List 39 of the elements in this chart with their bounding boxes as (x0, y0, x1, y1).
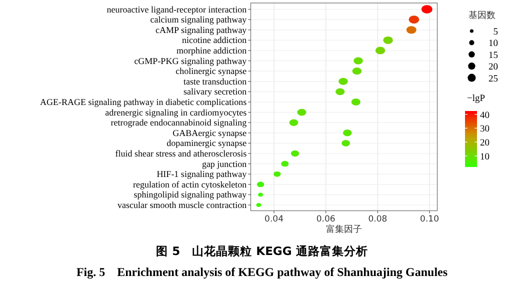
x-axis-title: 富集因子 (326, 224, 362, 235)
y-tick-label: taste transduction (183, 76, 248, 86)
y-tick-label: fluid shear stress and atherosclerosis (115, 148, 248, 158)
y-tick-label: regulation of actin cytoskeleton (132, 179, 248, 190)
legend-title: 基因数 (468, 10, 496, 21)
y-tick-label: cholinergic synapse (176, 66, 247, 76)
legend: 基因数 5 10 15 20 25 −lgP 10 20 30 40 (464, 11, 498, 167)
y-tick-label: salivary secretion (183, 86, 248, 97)
legend-label: 15 (488, 50, 498, 61)
y-tick-label: gap junction (202, 158, 248, 169)
y-tick-label: sphingolipid signaling pathway (134, 190, 248, 200)
y-tick-label: cAMP signaling pathway (156, 24, 248, 35)
color-bar-label: 10 (480, 152, 490, 162)
y-tick-label: vascular smooth muscle contraction (117, 200, 248, 210)
y-tick-label: retrograde endocannabinoid signaling (110, 118, 248, 128)
x-tick-label: 0.06 (316, 214, 336, 225)
y-tick-label: HIF-1 signaling pathway (156, 169, 248, 180)
legend-label: 10 (488, 39, 498, 50)
y-tick-label: GABAergic synapse (172, 128, 247, 138)
legend-label: 25 (488, 74, 498, 84)
y-tick-label: nicotine addiction (182, 35, 248, 46)
color-bar-label: 30 (480, 124, 490, 135)
x-tick-label: 0.04 (264, 214, 284, 225)
y-tick-label: neuroactive ligand-receptor interaction (106, 4, 248, 14)
x-tick-label: 0.08 (368, 214, 388, 225)
y-tick-label: morphine addiction (176, 46, 248, 56)
text: Fig. 5 Enrichment analysis of KEGG pathway of Shanhuajing Ganules (76, 265, 448, 279)
y-tick-label: AGE-RAGE signaling pathway in diabetic complications (40, 97, 248, 107)
color-bar-label: 20 (480, 138, 490, 149)
legend-label: 5 (493, 28, 498, 38)
y-tick-label: adrenergic signaling in cardiomyocytes (105, 107, 248, 118)
color-bar-title: −lgP (467, 94, 486, 104)
legend-label: 20 (488, 62, 498, 73)
y-tick-label: dopaminergic synapse (166, 138, 247, 148)
y-tick-label: calcium signaling pathway (150, 14, 248, 25)
x-tick-label: 0.10 (420, 214, 439, 225)
color-bar-label: 40 (480, 110, 490, 121)
y-tick-label: cGMP-PKG signaling pathway (134, 56, 248, 66)
text: 图 5 山花晶颗粒 KEGG 通路富集分析 (156, 244, 368, 258)
